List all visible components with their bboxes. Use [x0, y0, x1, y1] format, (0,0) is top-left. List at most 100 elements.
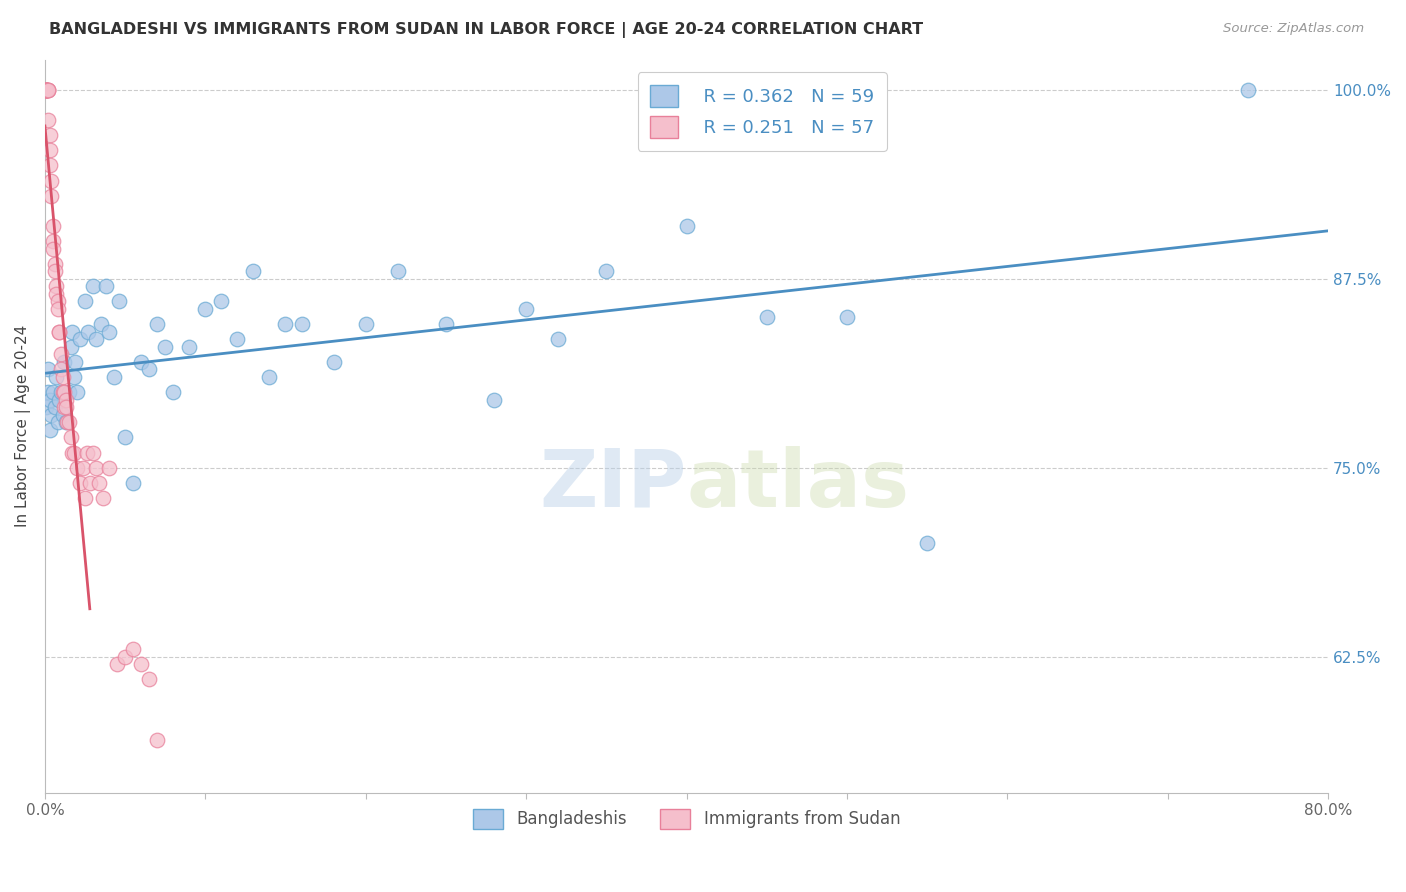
Point [58, 385, 80, 400]
Point [59, 430, 82, 444]
Point [51, 370, 73, 384]
Point [434, 317, 457, 331]
Point [42, 219, 65, 233]
Text: ZIP: ZIP [540, 446, 686, 524]
Point [114, 649, 136, 664]
Point [98, 460, 121, 475]
Point [44, 401, 66, 415]
Point [49, 347, 72, 361]
Point [146, 317, 169, 331]
Point [58, 415, 80, 429]
Point [138, 362, 160, 376]
Point [755, 310, 778, 324]
Point [37, 83, 59, 97]
Point [105, 657, 128, 672]
Point [107, 294, 129, 309]
Point [48, 392, 70, 407]
Point [35, 83, 58, 97]
Point [44, 264, 66, 278]
Point [66, 385, 89, 400]
Point [39, 173, 62, 187]
Point [39, 188, 62, 202]
Point [73, 491, 96, 505]
Point [76, 445, 98, 459]
Point [73, 294, 96, 309]
Point [42, 242, 65, 256]
Point [35, 83, 58, 97]
Point [48, 325, 70, 339]
Point [129, 657, 152, 672]
Point [45, 286, 67, 301]
Point [46, 415, 69, 429]
Point [675, 219, 697, 233]
Point [84, 332, 107, 346]
Point [60, 325, 83, 339]
Point [38, 392, 60, 407]
Point [146, 732, 169, 747]
Point [242, 264, 264, 278]
Point [53, 385, 76, 400]
Point [37, 113, 59, 128]
Point [69, 332, 91, 346]
Point [55, 392, 77, 407]
Point [72, 460, 94, 475]
Point [82, 279, 104, 293]
Point [49, 362, 72, 376]
Point [274, 317, 297, 331]
Y-axis label: In Labor Force | Age 20-24: In Labor Force | Age 20-24 [15, 325, 31, 527]
Point [53, 401, 76, 415]
Point [138, 673, 160, 687]
Point [37, 362, 59, 376]
Text: Source: ZipAtlas.com: Source: ZipAtlas.com [1223, 22, 1364, 36]
Point [42, 234, 65, 248]
Point [34, 83, 56, 97]
Point [60, 445, 83, 459]
Point [55, 401, 77, 415]
Point [53, 355, 76, 369]
Point [35, 401, 58, 415]
Point [37, 83, 59, 97]
Point [37, 385, 59, 400]
Point [49, 385, 72, 400]
Legend: Bangladeshis, Immigrants from Sudan: Bangladeshis, Immigrants from Sudan [467, 802, 907, 836]
Point [595, 264, 617, 278]
Point [1237, 83, 1260, 97]
Point [62, 370, 84, 384]
Point [46, 301, 69, 316]
Point [194, 301, 217, 316]
Point [48, 325, 70, 339]
Point [226, 332, 249, 346]
Point [89, 475, 111, 490]
Point [69, 475, 91, 490]
Point [38, 128, 60, 143]
Point [44, 257, 66, 271]
Point [209, 294, 232, 309]
Point [38, 423, 60, 437]
Point [129, 355, 152, 369]
Point [46, 294, 69, 309]
Point [35, 83, 58, 97]
Point [387, 264, 409, 278]
Point [59, 340, 82, 354]
Point [94, 279, 117, 293]
Point [915, 536, 938, 550]
Point [835, 310, 858, 324]
Point [82, 445, 104, 459]
Point [179, 340, 201, 354]
Point [122, 642, 145, 657]
Point [51, 385, 73, 400]
Point [34, 83, 56, 97]
Point [153, 340, 176, 354]
Point [37, 83, 59, 97]
Point [65, 355, 87, 369]
Point [84, 460, 107, 475]
Point [56, 415, 79, 429]
Point [259, 370, 281, 384]
Point [35, 83, 58, 97]
Point [55, 415, 77, 429]
Point [515, 301, 537, 316]
Point [38, 158, 60, 172]
Point [38, 143, 60, 157]
Point [122, 475, 145, 490]
Point [547, 332, 569, 346]
